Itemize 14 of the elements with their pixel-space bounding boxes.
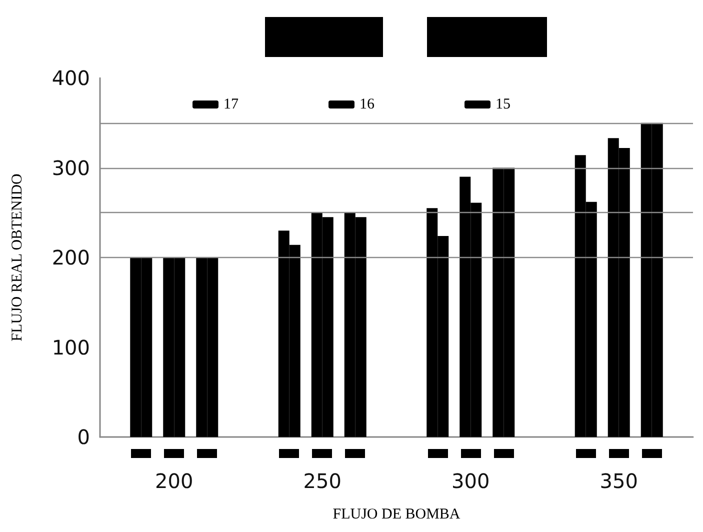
legend-label: 15 <box>496 96 510 112</box>
x-tick-label: 200 <box>155 469 194 493</box>
y-axis-title: FLUJO REAL OBTENIDO <box>10 173 26 342</box>
y-tick-label: 200 <box>52 246 90 270</box>
x-tick-label: 250 <box>303 469 342 493</box>
y-tick-label: 400 <box>52 66 90 90</box>
x-tick-label: 350 <box>600 469 638 493</box>
x-axis-title: FLUJO DE BOMBA <box>332 506 460 522</box>
y-tick-label: 300 <box>52 156 90 180</box>
legend-label: 17 <box>224 96 239 112</box>
y-tick-label: 0 <box>77 425 90 449</box>
x-tick-label: 300 <box>452 469 490 493</box>
legend-label: 16 <box>360 96 375 112</box>
y-tick-label: 100 <box>52 335 90 360</box>
